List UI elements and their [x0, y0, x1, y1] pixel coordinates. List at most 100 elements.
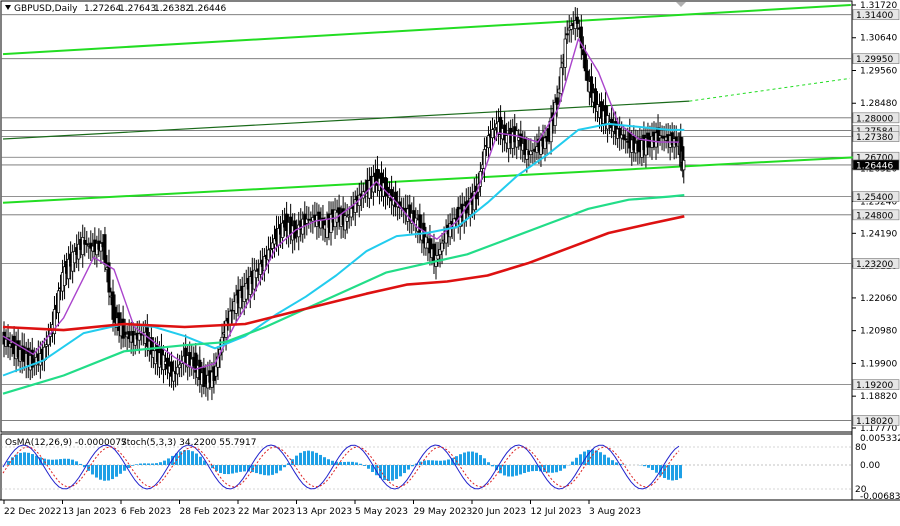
- osma-bar: [63, 458, 66, 465]
- candle-body: [618, 127, 622, 138]
- channel-line: [2, 4, 851, 56]
- candle-body: [531, 150, 535, 153]
- osma-bar: [367, 465, 370, 469]
- osma-bar: [139, 463, 142, 465]
- osma-bar: [95, 465, 98, 478]
- osma-bar: [355, 462, 358, 465]
- price-tick-label: 1.22060: [860, 294, 897, 304]
- osma-bar: [383, 465, 386, 481]
- osma-bar: [203, 460, 206, 465]
- osma-bar: [679, 465, 682, 479]
- candle-body: [149, 337, 153, 355]
- price-labels: 1.314001.299501.280001.275841.273801.267…: [852, 9, 900, 427]
- price-label-text: 1.26700: [856, 154, 893, 164]
- osma-bar: [347, 461, 350, 465]
- price-tick-label: 1.25240: [860, 197, 897, 207]
- candle-body: [545, 135, 549, 142]
- close-value: 1.26446: [189, 4, 226, 14]
- osma-bar: [343, 461, 346, 465]
- osma-bar: [435, 460, 438, 465]
- osma-bar: [603, 454, 606, 465]
- osma-bar: [475, 452, 478, 465]
- candle-body: [73, 251, 77, 264]
- osma-bar: [187, 450, 190, 465]
- candle-body: [176, 366, 180, 375]
- osma-bar: [151, 463, 154, 465]
- osma-bar: [231, 465, 234, 474]
- candle-body: [482, 149, 486, 169]
- osma-bar: [471, 451, 474, 465]
- chart-shift-icon[interactable]: [676, 2, 686, 7]
- osma-bar: [255, 465, 258, 474]
- osma-bar: [411, 465, 414, 467]
- osma-bar: [563, 465, 566, 469]
- osma-bar: [215, 465, 218, 472]
- candle-body: [379, 172, 384, 192]
- candle-body: [228, 310, 232, 325]
- candle-body: [121, 318, 125, 339]
- osma-bar: [99, 465, 102, 480]
- candle-body: [234, 294, 238, 314]
- osma-bar: [191, 451, 194, 465]
- osma-bar: [183, 450, 186, 465]
- candle-body: [624, 138, 628, 141]
- osma-bar: [199, 456, 202, 465]
- osma-bar: [155, 463, 158, 465]
- osma-bar: [379, 465, 382, 479]
- candle-body: [103, 234, 107, 265]
- stoch-level-label: 80: [855, 443, 867, 453]
- candle-body: [297, 224, 301, 238]
- candle-body: [438, 249, 442, 256]
- osma-bar: [387, 465, 390, 481]
- candle-body: [83, 239, 87, 245]
- candle-body: [170, 361, 174, 377]
- price-tick-label: 1.17770: [860, 424, 897, 434]
- candle-body: [214, 365, 218, 377]
- candle-body: [583, 53, 587, 72]
- dropdown-arrow-icon[interactable]: [5, 5, 11, 10]
- osma-bar: [459, 454, 462, 465]
- osma-bar: [135, 464, 138, 465]
- candle-body: [349, 207, 353, 218]
- osma-bar: [115, 465, 118, 477]
- stoch-level-label: 20: [855, 485, 867, 495]
- stoch-label: Stoch(5,3,3) 34.2200 55.7917: [121, 438, 256, 448]
- channel-line-extension: [689, 77, 851, 102]
- candle-body: [543, 137, 547, 149]
- osma-bar: [107, 465, 110, 481]
- candle-body: [281, 222, 285, 238]
- osma-bar: [495, 465, 498, 471]
- price-label-box: [852, 131, 900, 142]
- osma-bar: [295, 455, 298, 465]
- candle-body: [258, 263, 262, 275]
- candle-body: [408, 204, 412, 221]
- candle-body: [486, 135, 491, 149]
- candle-body: [268, 248, 273, 251]
- stoch-signal-line: [2, 446, 680, 488]
- osma-bar: [123, 465, 126, 471]
- price-tick-label: 1.29560: [860, 66, 897, 76]
- osma-bar: [51, 459, 54, 465]
- candle-body: [52, 309, 57, 335]
- price-label-box: [852, 209, 900, 221]
- candle-body: [99, 243, 103, 252]
- candle-body: [172, 370, 176, 382]
- osma-bar: [599, 452, 602, 465]
- ma-line: [2, 38, 680, 371]
- candle-body: [519, 133, 523, 147]
- osma-bar: [655, 465, 658, 473]
- osma-bar: [555, 465, 558, 473]
- osma-bar: [335, 461, 338, 465]
- osma-bar: [211, 465, 214, 469]
- osma-bar: [443, 460, 446, 465]
- candle-body: [133, 334, 137, 346]
- osma-bar: [323, 457, 326, 465]
- osma-bar: [423, 460, 426, 465]
- osma-bar: [363, 465, 366, 466]
- osma-bar: [507, 465, 510, 477]
- candle-body: [63, 266, 67, 286]
- price-label-box: [852, 191, 900, 202]
- osma-bar: [407, 465, 410, 470]
